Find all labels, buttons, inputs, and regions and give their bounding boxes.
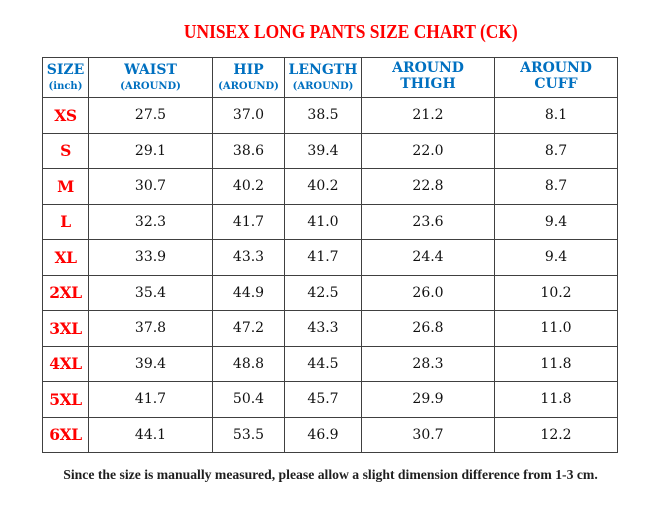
value-cell: 27.5 [88, 97, 213, 134]
table-row-m: M 30.7 40.2 40.2 22.8 8.7 [42, 168, 618, 205]
value-cell: 53.5 [212, 416, 285, 453]
table-row-s: S 29.1 38.6 39.4 22.0 8.7 [42, 132, 618, 169]
header-cell-around-thigh: AROUND THIGH [361, 57, 495, 98]
value-cell: 43.3 [212, 239, 285, 276]
value-cell: 48.8 [212, 345, 285, 382]
header-cell-length-around: LENGTH (AROUND) [284, 57, 362, 98]
value-cell: 37.0 [212, 97, 285, 134]
value-cell: 41.7 [212, 203, 285, 240]
value-cell: 24.4 [361, 239, 495, 276]
value-cell: 12.2 [494, 416, 618, 453]
value-cell: 33.9 [88, 239, 213, 276]
value-cell: 8.7 [494, 132, 618, 169]
page-title: UNISEX LONG PANTS SIZE CHART (CK) [184, 21, 518, 43]
value-cell: 44.5 [284, 345, 362, 382]
value-cell: 8.1 [494, 97, 618, 134]
value-cell: 32.3 [88, 203, 213, 240]
table-header: SIZE (inch) WAIST (AROUND) HIP (AROUND) LENGTH… [42, 57, 618, 98]
header-cell-around-cuff: AROUND CUFF [494, 57, 618, 98]
header-sublabel: THIGH [400, 75, 456, 92]
header-row: SIZE (inch) WAIST (AROUND) HIP (AROUND) LENGTH… [42, 57, 618, 98]
header-sublabel: (AROUND) [218, 81, 279, 92]
value-cell: 46.9 [284, 416, 362, 453]
value-cell: 9.4 [494, 203, 618, 240]
size-label: 6XL [42, 416, 89, 453]
value-cell: 35.4 [88, 274, 213, 311]
value-cell: 30.7 [361, 416, 495, 453]
value-cell: 40.2 [212, 168, 285, 205]
value-cell: 41.7 [88, 381, 213, 418]
value-cell: 28.3 [361, 345, 495, 382]
table-body: XS 27.5 37.0 38.5 21.2 8.1 S 29.1 38.6 39.4 22.0 8.… [42, 97, 618, 453]
value-cell: 22.0 [361, 132, 495, 169]
value-cell: 23.6 [361, 203, 495, 240]
value-cell: 41.0 [284, 203, 362, 240]
header-label: WAIST [124, 62, 177, 78]
value-cell: 29.1 [88, 132, 213, 169]
size-label: 5XL [42, 381, 89, 418]
value-cell: 21.2 [361, 97, 495, 134]
value-cell: 42.5 [284, 274, 362, 311]
value-cell: 50.4 [212, 381, 285, 418]
size-label: XL [42, 239, 89, 276]
header-sublabel: (AROUND) [120, 81, 181, 92]
value-cell: 40.2 [284, 168, 362, 205]
size-label: 4XL [42, 345, 89, 382]
value-cell: 8.7 [494, 168, 618, 205]
value-cell: 47.2 [212, 310, 285, 347]
value-cell: 39.4 [88, 345, 213, 382]
title-row: UNISEX LONG PANTS SIZE CHART (CK) [0, 22, 661, 42]
value-cell: 41.7 [284, 239, 362, 276]
table-row-6xl: 6XL 44.1 53.5 46.9 30.7 12.2 [42, 416, 618, 453]
footnote: Since the size is manually measured, ple… [63, 467, 598, 482]
size-label: 2XL [42, 274, 89, 311]
table-row-5xl: 5XL 41.7 50.4 45.7 29.9 11.8 [42, 381, 618, 418]
value-cell: 39.4 [284, 132, 362, 169]
header-label: AROUND [392, 59, 464, 76]
value-cell: 38.5 [284, 97, 362, 134]
header-sublabel: (AROUND) [292, 81, 354, 92]
table-row-2xl: 2XL 35.4 44.9 42.5 26.0 10.2 [42, 274, 618, 311]
header-sublabel: (inch) [48, 81, 83, 92]
size-label: XS [42, 97, 89, 134]
value-cell: 30.7 [88, 168, 213, 205]
table-row-l: L 32.3 41.7 41.0 23.6 9.4 [42, 203, 618, 240]
header-label: LENGTH [288, 62, 358, 78]
value-cell: 45.7 [284, 381, 362, 418]
table-row-4xl: 4XL 39.4 48.8 44.5 28.3 11.8 [42, 345, 618, 382]
value-cell: 9.4 [494, 239, 618, 276]
header-cell-size-inch: SIZE (inch) [42, 57, 89, 98]
size-label: L [42, 203, 89, 240]
value-cell: 43.3 [284, 310, 362, 347]
header-label: HIP [233, 62, 264, 78]
header-cell-hip-around: HIP (AROUND) [212, 57, 285, 98]
header-label: AROUND [520, 59, 592, 76]
size-label: 3XL [42, 310, 89, 347]
size-chart-table: SIZE (inch) WAIST (AROUND) HIP (AROUND) LENGTH… [42, 57, 618, 453]
value-cell: 26.0 [361, 274, 495, 311]
header-sublabel: CUFF [534, 75, 578, 92]
value-cell: 11.8 [494, 381, 618, 418]
value-cell: 29.9 [361, 381, 495, 418]
size-label: M [42, 168, 89, 205]
value-cell: 11.0 [494, 310, 618, 347]
value-cell: 26.8 [361, 310, 495, 347]
value-cell: 44.1 [88, 416, 213, 453]
value-cell: 10.2 [494, 274, 618, 311]
header-label: SIZE [46, 62, 85, 78]
table-row-xl: XL 33.9 43.3 41.7 24.4 9.4 [42, 239, 618, 276]
table-row-xs: XS 27.5 37.0 38.5 21.2 8.1 [42, 97, 618, 134]
value-cell: 38.6 [212, 132, 285, 169]
table-row-3xl: 3XL 37.8 47.2 43.3 26.8 11.0 [42, 310, 618, 347]
value-cell: 44.9 [212, 274, 285, 311]
value-cell: 11.8 [494, 345, 618, 382]
header-cell-waist-around: WAIST (AROUND) [88, 57, 213, 98]
value-cell: 22.8 [361, 168, 495, 205]
size-label: S [42, 132, 89, 169]
value-cell: 37.8 [88, 310, 213, 347]
